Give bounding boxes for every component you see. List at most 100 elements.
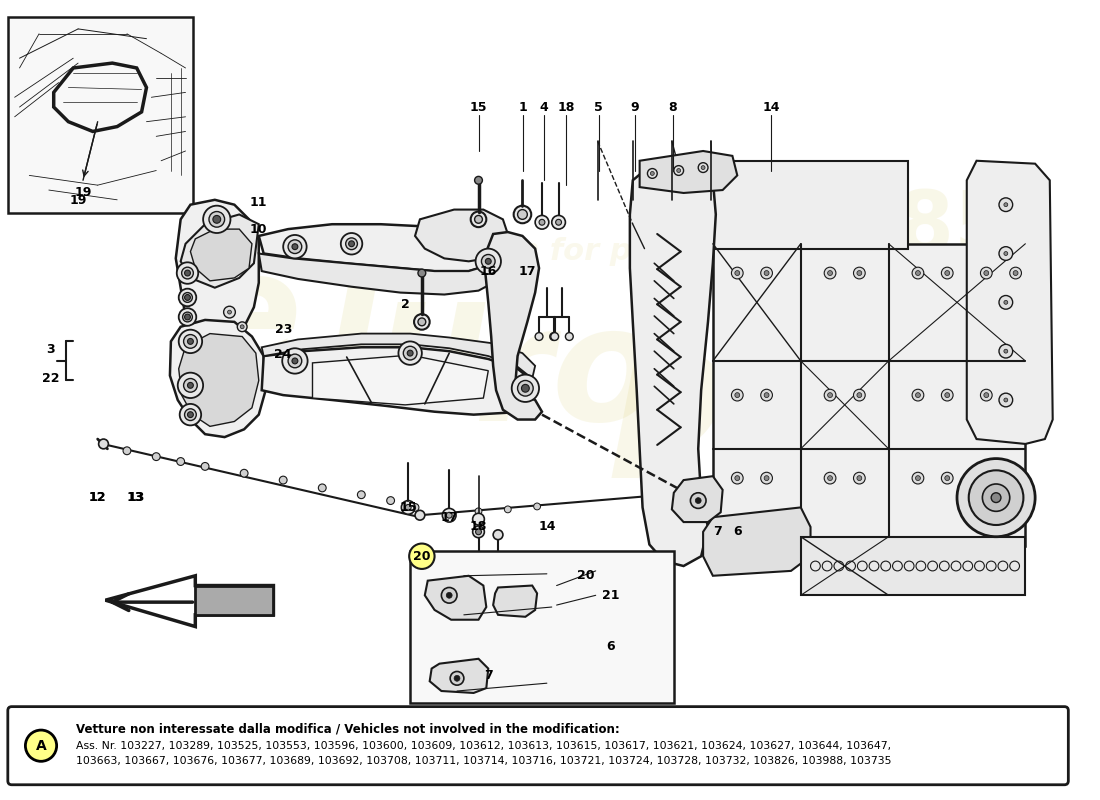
Circle shape xyxy=(187,338,194,344)
Polygon shape xyxy=(178,334,258,426)
Circle shape xyxy=(551,333,559,341)
Text: e: e xyxy=(194,244,301,399)
Circle shape xyxy=(152,453,161,461)
Polygon shape xyxy=(180,214,258,288)
Text: Vetture non interessate dalla modifica / Vehicles not involved in the modificati: Vetture non interessate dalla modifica /… xyxy=(76,722,620,735)
Polygon shape xyxy=(258,254,496,294)
Circle shape xyxy=(183,293,192,302)
Text: 8: 8 xyxy=(669,101,678,114)
Circle shape xyxy=(177,262,198,284)
Text: 15: 15 xyxy=(470,101,487,114)
Circle shape xyxy=(912,472,924,484)
Circle shape xyxy=(184,334,197,348)
Circle shape xyxy=(187,382,194,388)
Circle shape xyxy=(204,206,231,233)
Text: 12: 12 xyxy=(89,491,107,504)
Circle shape xyxy=(764,270,769,275)
Text: 20: 20 xyxy=(414,550,430,562)
Circle shape xyxy=(418,269,426,277)
Text: 12: 12 xyxy=(89,491,107,504)
Circle shape xyxy=(404,346,417,360)
Circle shape xyxy=(398,342,422,365)
Circle shape xyxy=(674,166,683,175)
Text: 19: 19 xyxy=(75,186,91,199)
Circle shape xyxy=(514,206,531,223)
Circle shape xyxy=(482,254,495,268)
Circle shape xyxy=(945,476,949,481)
Circle shape xyxy=(732,390,744,401)
Circle shape xyxy=(999,246,1013,260)
Text: 18: 18 xyxy=(558,101,575,114)
Circle shape xyxy=(185,270,190,276)
Circle shape xyxy=(534,503,540,510)
Text: 14: 14 xyxy=(538,521,556,534)
Circle shape xyxy=(518,381,534,396)
Polygon shape xyxy=(176,200,258,346)
Circle shape xyxy=(735,476,739,481)
Text: 7: 7 xyxy=(714,526,722,538)
Bar xyxy=(713,244,1025,546)
Circle shape xyxy=(475,529,482,534)
Circle shape xyxy=(450,671,464,685)
Circle shape xyxy=(474,176,483,184)
Circle shape xyxy=(1004,300,1008,304)
Circle shape xyxy=(238,322,248,332)
Circle shape xyxy=(764,476,769,481)
Circle shape xyxy=(732,472,744,484)
Text: A: A xyxy=(35,738,46,753)
Circle shape xyxy=(824,267,836,279)
Polygon shape xyxy=(425,576,486,620)
Circle shape xyxy=(485,258,492,264)
Circle shape xyxy=(512,374,539,402)
Text: 15: 15 xyxy=(399,501,417,514)
Circle shape xyxy=(824,390,836,401)
Circle shape xyxy=(493,530,503,540)
Text: 17: 17 xyxy=(440,510,458,524)
Circle shape xyxy=(999,393,1013,407)
Circle shape xyxy=(957,458,1035,537)
Circle shape xyxy=(442,508,456,522)
Circle shape xyxy=(279,476,287,484)
Text: 2: 2 xyxy=(400,298,409,310)
Circle shape xyxy=(535,333,543,341)
Polygon shape xyxy=(485,232,542,419)
Circle shape xyxy=(414,314,430,330)
Circle shape xyxy=(228,310,231,314)
Circle shape xyxy=(1004,398,1008,402)
Circle shape xyxy=(1010,472,1022,484)
Circle shape xyxy=(185,314,190,320)
Circle shape xyxy=(177,458,185,466)
Circle shape xyxy=(999,295,1013,309)
Circle shape xyxy=(648,169,657,178)
Circle shape xyxy=(761,472,772,484)
Circle shape xyxy=(552,215,565,229)
Circle shape xyxy=(999,344,1013,358)
Text: 18: 18 xyxy=(470,521,487,534)
Circle shape xyxy=(178,308,196,326)
Circle shape xyxy=(358,491,365,498)
Text: 13: 13 xyxy=(128,491,145,504)
Circle shape xyxy=(732,267,744,279)
Circle shape xyxy=(349,241,354,246)
Circle shape xyxy=(857,476,861,481)
Circle shape xyxy=(505,506,512,513)
Circle shape xyxy=(942,472,953,484)
Circle shape xyxy=(1013,270,1018,275)
Circle shape xyxy=(209,211,224,227)
Circle shape xyxy=(475,249,500,274)
Circle shape xyxy=(187,412,194,418)
Text: 4: 4 xyxy=(540,101,548,114)
Circle shape xyxy=(99,439,109,449)
Circle shape xyxy=(982,484,1010,511)
Text: 1: 1 xyxy=(519,101,528,114)
Circle shape xyxy=(980,390,992,401)
Polygon shape xyxy=(493,586,537,617)
Polygon shape xyxy=(415,210,508,262)
Circle shape xyxy=(1004,350,1008,353)
Circle shape xyxy=(178,330,202,353)
Circle shape xyxy=(945,270,949,275)
Text: pa: pa xyxy=(613,322,835,478)
Circle shape xyxy=(387,497,395,505)
Circle shape xyxy=(650,171,654,175)
Circle shape xyxy=(473,526,484,538)
